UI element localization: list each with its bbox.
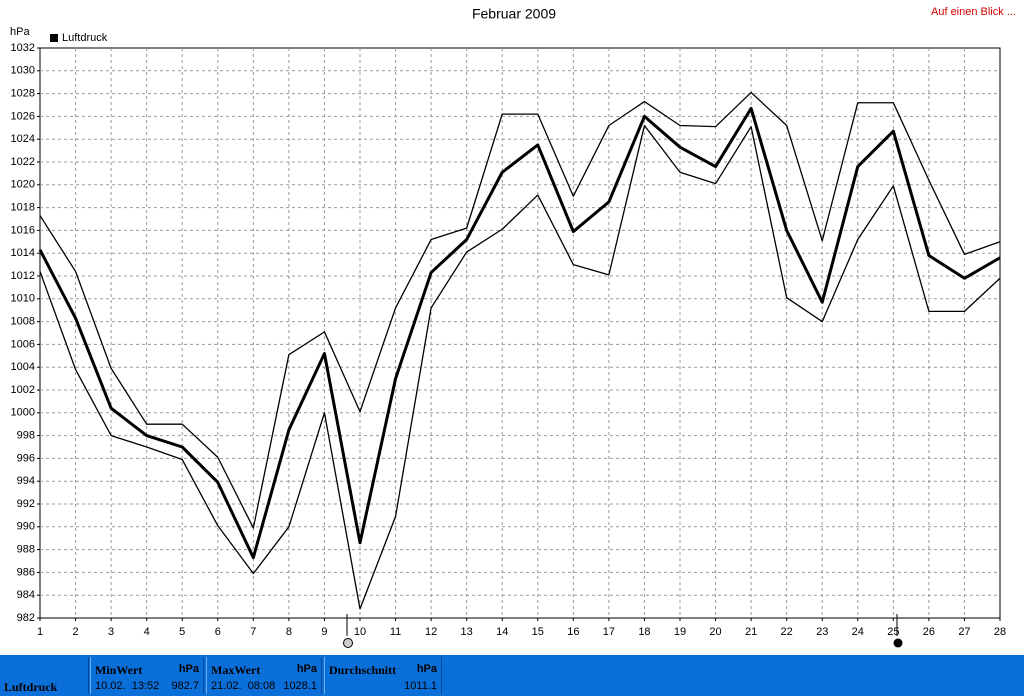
y-tick-label: 1004 — [11, 361, 35, 373]
y-axis-label: hPa — [10, 26, 30, 38]
max-date: 21.02. 08:08 — [211, 680, 276, 692]
series-line — [38, 106, 1001, 560]
min-unit: hPa — [178, 663, 199, 675]
legend-swatch — [50, 34, 58, 42]
y-tick-label: 992 — [17, 498, 35, 510]
y-tick-label: 1016 — [11, 224, 35, 236]
y-tick-label: 988 — [17, 544, 35, 556]
y-tick-label: 1022 — [11, 156, 35, 168]
y-tick-label: 994 — [17, 475, 35, 487]
x-tick-label: 18 — [638, 626, 650, 638]
y-tick-label: 1014 — [11, 247, 35, 259]
y-tick-label: 1030 — [11, 65, 35, 77]
footer-label-cell: Luftdruck — [0, 657, 89, 694]
x-tick-label: 17 — [603, 626, 615, 638]
x-tick-label: 11 — [390, 626, 401, 638]
y-tick-label: 1026 — [11, 110, 35, 122]
x-tick-label: 23 — [816, 626, 828, 638]
x-tick-label: 6 — [215, 626, 221, 638]
y-tick-label: 1006 — [11, 338, 35, 350]
x-tick-label: 14 — [496, 626, 508, 638]
x-tick-label: 26 — [923, 626, 935, 638]
y-tick-label: 996 — [17, 452, 35, 464]
x-tick-label: 5 — [179, 626, 185, 638]
x-tick-label: 9 — [321, 626, 327, 638]
x-tick-label: 20 — [709, 626, 721, 638]
max-value: 1028.1 — [283, 680, 317, 692]
y-tick-label: 1028 — [11, 88, 35, 100]
x-tick-label: 7 — [250, 626, 256, 638]
x-tick-label: 21 — [745, 626, 757, 638]
x-tick-label: 8 — [286, 626, 292, 638]
min-value: 982.7 — [171, 680, 199, 692]
y-tick-label: 1024 — [11, 133, 35, 145]
y-tick-label: 1020 — [11, 179, 35, 191]
avg-title: Durchschnitt — [329, 663, 397, 677]
y-tick-label: 1032 — [11, 42, 35, 54]
x-tick-label: 4 — [144, 626, 150, 638]
overview-link[interactable]: Auf einen Blick ... — [931, 6, 1016, 18]
y-tick-label: 1002 — [11, 384, 35, 396]
x-tick-label: 13 — [461, 626, 473, 638]
y-tick-label: 984 — [17, 589, 35, 601]
y-tick-label: 986 — [17, 566, 35, 578]
min-title: MinWert — [95, 663, 143, 677]
footer-label: Luftdruck — [4, 680, 58, 694]
x-tick-label: 16 — [567, 626, 579, 638]
y-tick-label: 982 — [17, 612, 35, 624]
avg-cell: Durchschnitt hPa 1011.1 — [324, 657, 442, 694]
x-tick-label: 3 — [108, 626, 114, 638]
max-cell: MaxWert hPa 21.02. 08:08 1028.1 — [206, 657, 322, 694]
avg-value: 1011.1 — [404, 680, 437, 692]
x-tick-label: 15 — [532, 626, 544, 638]
max-unit: hPa — [296, 663, 317, 675]
x-tick-label: 24 — [852, 626, 864, 638]
y-tick-label: 1018 — [11, 202, 35, 214]
x-tick-label: 27 — [958, 626, 970, 638]
x-tick-label: 25 — [887, 626, 899, 638]
x-tick-label: 12 — [425, 626, 437, 638]
y-tick-label: 1008 — [11, 316, 35, 328]
x-tick-label: 19 — [674, 626, 686, 638]
min-date: 10.02. 13:52 — [95, 680, 160, 692]
avg-unit: hPa — [416, 663, 437, 675]
max-title: MaxWert — [211, 663, 261, 677]
legend-label: Luftdruck — [62, 32, 108, 44]
chart: Februar 2009 hPa 98298498698899099299499… — [10, 6, 1006, 648]
plot-frame — [39, 47, 1001, 619]
series-line — [39, 124, 1001, 610]
series-line — [39, 91, 1001, 529]
x-tick-label: 1 — [37, 626, 43, 638]
footer: Luftdruck MinWert hPa 10.02. 13:52 982.7… — [0, 655, 1024, 696]
y-tick-label: 1000 — [11, 407, 35, 419]
max-marker — [893, 638, 903, 648]
x-tick-label: 2 — [72, 626, 78, 638]
x-tick-label: 28 — [994, 626, 1006, 638]
min-marker — [343, 638, 353, 648]
x-tick-label: 10 — [354, 626, 366, 638]
chart-title: Februar 2009 — [472, 6, 556, 22]
y-tick-label: 998 — [17, 430, 35, 442]
y-tick-label: 1012 — [11, 270, 35, 282]
x-tick-label: 22 — [781, 626, 793, 638]
y-tick-label: 990 — [17, 521, 35, 533]
min-cell: MinWert hPa 10.02. 13:52 982.7 — [90, 657, 204, 694]
y-tick-label: 1010 — [11, 293, 35, 305]
